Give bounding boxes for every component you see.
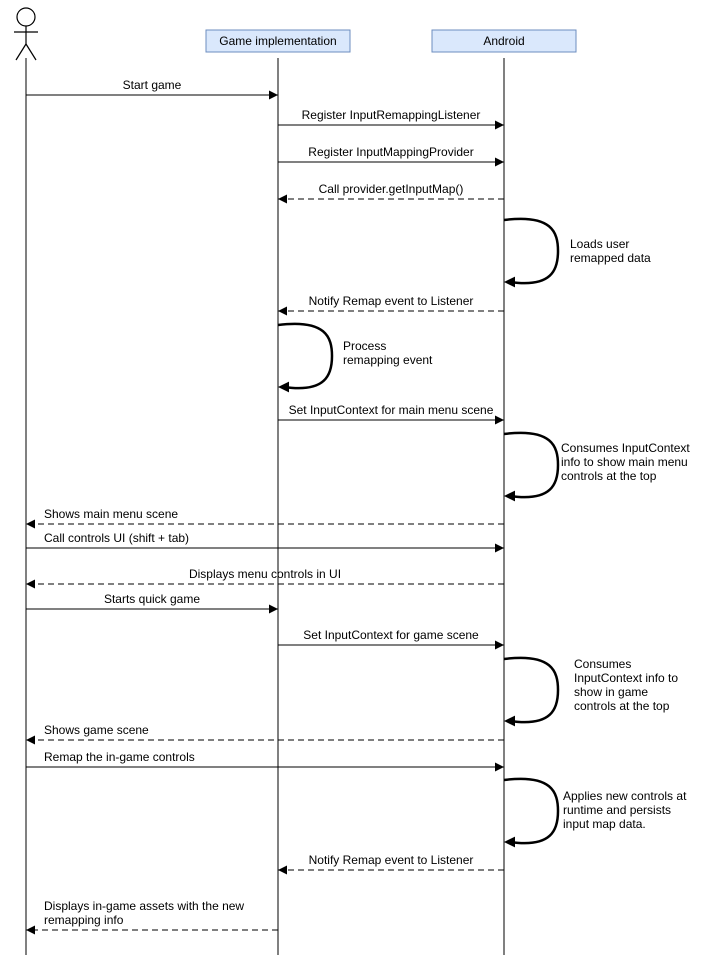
svg-text:Game implementation: Game implementation: [219, 34, 336, 48]
message-label-0: Start game: [123, 78, 182, 92]
message-label-8: Displays menu controls in UI: [189, 567, 341, 581]
selfloop-0: [504, 219, 558, 283]
selfloop-3: [504, 658, 558, 722]
selfloop-label-4: Applies new controls atruntime and persi…: [563, 789, 687, 831]
selfloop-label-2: Consumes InputContextinfo to show main m…: [561, 441, 690, 483]
actor-user: [14, 8, 38, 60]
selfloop-4: [504, 779, 558, 843]
selfloop-label-1: Processremapping event: [343, 339, 433, 367]
message-label-7: Call controls UI (shift + tab): [44, 531, 189, 545]
message-label-6: Shows main menu scene: [44, 507, 178, 521]
message-label-9: Starts quick game: [104, 592, 200, 606]
selfloop-1: [278, 324, 332, 388]
participant-android: Android: [432, 30, 576, 52]
selfloop-2: [504, 433, 558, 497]
message-label-10: Set InputContext for game scene: [303, 628, 479, 642]
selfloop-label-3: ConsumesInputContext info toshow in game…: [574, 657, 678, 713]
selfloop-label-0: Loads userremapped data: [570, 237, 651, 265]
message-label-11: Shows game scene: [44, 723, 149, 737]
message-label-2: Register InputMappingProvider: [308, 145, 473, 159]
svg-text:Android: Android: [483, 34, 524, 48]
message-label-13: Notify Remap event to Listener: [309, 853, 474, 867]
message-label-4: Notify Remap event to Listener: [309, 294, 474, 308]
message-label-1: Register InputRemappingListener: [302, 108, 481, 122]
message-label-14: Displays in-game assets with the newrema…: [44, 899, 244, 927]
participant-game: Game implementation: [206, 30, 350, 52]
message-label-3: Call provider.getInputMap(): [319, 182, 464, 196]
message-label-5: Set InputContext for main menu scene: [289, 403, 494, 417]
message-label-12: Remap the in-game controls: [44, 750, 195, 764]
